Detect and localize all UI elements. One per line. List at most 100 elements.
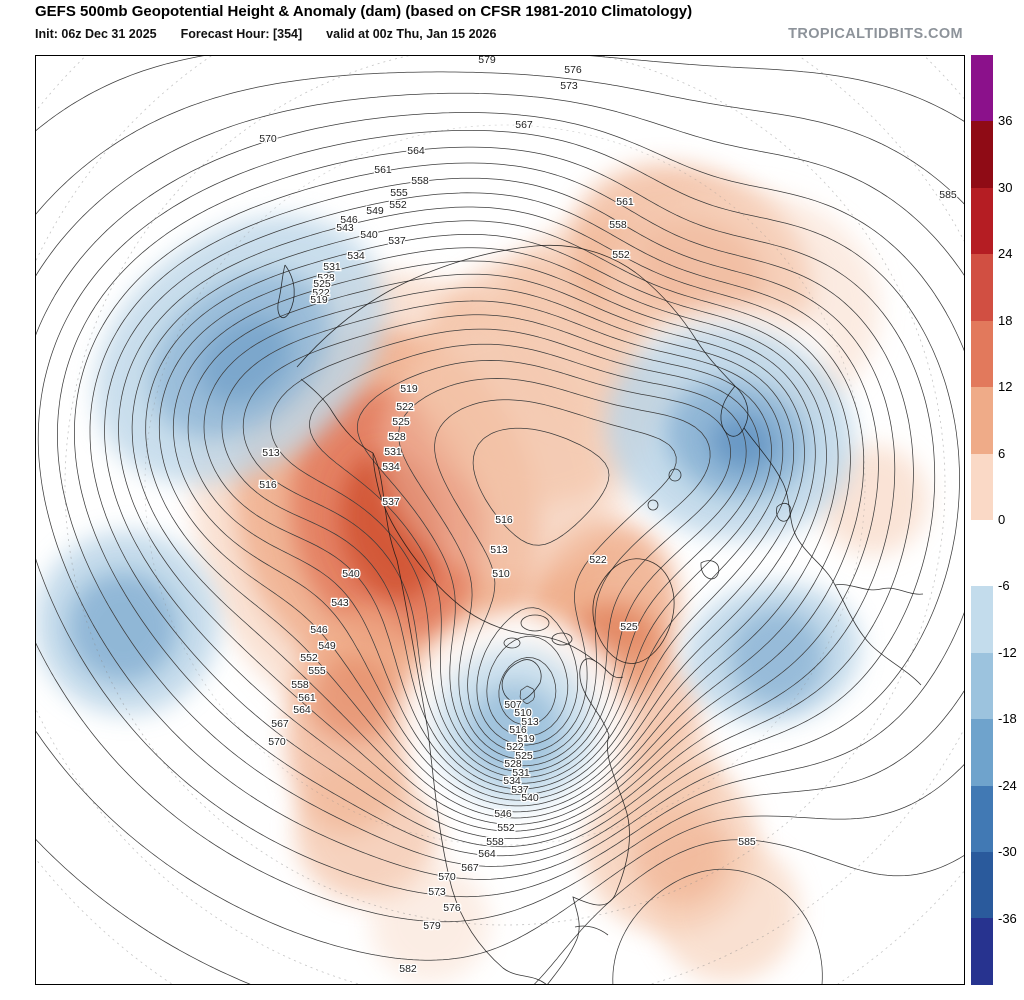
colorbar-tick: -36 [998,910,1017,926]
contour-label: 534 [347,250,365,262]
valid-time-label: valid at 00z Thu, Jan 15 2026 [326,27,497,41]
contour-label: 579 [478,55,496,66]
colorbar-segment [971,586,993,653]
colorbar-tick: 6 [998,445,1006,461]
contour-label: 585 [939,189,957,201]
contour-label: 552 [612,249,630,261]
contour-label: 546 [310,624,328,636]
map-canvas: 5795765735705675645615585555525495465435… [35,55,965,985]
colorbar-tick: 24 [998,246,1013,262]
colorbar-segment [971,918,993,985]
contour-label: 525 [620,621,638,633]
contour-label: 516 [259,479,277,491]
contour-label: 519 [310,294,328,306]
contour-label: 519 [517,733,535,745]
contour-label: 561 [298,692,316,704]
contour-label: 570 [259,133,277,145]
contour-label: 558 [291,679,309,691]
colorbar-tick: -18 [998,711,1017,727]
colorbar-segment [971,785,993,853]
contour-label: 537 [511,784,529,796]
contour-label: 540 [360,229,378,241]
contour-label: 525 [313,278,331,290]
contour-label: 516 [509,724,527,736]
colorbar-segment [971,719,993,786]
contour-lines [36,56,964,984]
contour-label: 522 [396,401,414,413]
contour-label: 573 [428,886,446,898]
chart-title: GEFS 500mb Geopotential Height & Anomaly… [35,3,693,20]
contour-label: 564 [407,145,425,157]
contour-label: 546 [340,214,358,226]
tropicaltidbits-watermark: TROPICALTIDBITS.COM [788,26,963,42]
contour-label: 537 [388,235,406,247]
contour-label: 549 [366,205,384,217]
contour-label: 510 [514,707,532,719]
contour-label: 513 [490,544,508,556]
contour-label: 558 [411,175,429,187]
central-north-america-cold [435,647,595,807]
map-area: 579 576 573 570 567 564 561 558 555 552 549 546 543 5… [35,55,1024,985]
colorbar-segment [971,387,993,454]
contour-labels: 5795765735705675645615585555525495465435… [258,55,958,976]
europe-cold [606,326,854,540]
contour-label: 561 [374,164,392,176]
contour-label: 534 [382,461,400,473]
north-pacific-cold [95,216,385,484]
contour-label: 531 [384,446,402,458]
colorbar-segment [971,852,993,919]
contour-label: 516 [495,514,513,526]
colorbar-segment [971,55,993,122]
colorbar-tick-labels: 36 30 24 18 12 6 0 -6 -12 -18 -24 -30 -36 [998,55,1024,985]
contour-label: 519 [400,383,418,395]
contour-label: 543 [331,597,349,609]
colorbar-segment [971,519,993,587]
colorbar-segment [971,121,993,188]
contour-label: 522 [312,287,330,299]
coastlines [277,244,924,984]
contour-label: 558 [609,219,627,231]
colorbar-tick: -30 [998,844,1017,860]
graticule [36,56,964,984]
contour-label: 513 [262,447,280,459]
colorbar-segment [971,254,993,321]
contour-label: 567 [461,862,479,874]
map-frame [35,55,965,985]
atlantic-cold [685,582,861,724]
polar-warm-wash [380,320,640,580]
colorbar-segment [971,652,993,720]
contour-label: 531 [323,261,341,273]
contour-label: 528 [388,431,406,443]
contour-label: 564 [478,848,496,860]
contour-label: 570 [438,871,456,883]
contour-label: 531 [512,767,530,779]
contour-label: 522 [589,554,607,566]
chart-subtitle-row: Init: 06z Dec 31 2025 Forecast Hour: [35… [35,26,963,42]
colorbar-tick: 0 [998,512,1006,527]
contour-label: 528 [504,758,522,770]
colorbar-tick: -12 [998,644,1017,660]
contour-label: 528 [317,272,335,284]
contour-label: 570 [268,736,286,748]
contour-label: 552 [389,199,407,211]
contour-label: 582 [399,963,417,975]
init-time-label: Init: 06z Dec 31 2025 [35,27,157,41]
contour-label: 576 [564,64,582,76]
contour-label: 525 [392,416,410,428]
contour-label: 558 [486,836,504,848]
forecast-hour-label: Forecast Hour: [354] [180,27,303,41]
map-content: 5795765735705675645615585555525495465435… [36,55,964,984]
contour-label: 564 [293,704,311,716]
rockies-warm-lobe [285,605,439,902]
contour-label: 540 [342,568,360,580]
contour-label: 534 [503,775,521,787]
contour-label: 573 [560,80,578,92]
colorbar-tick: -6 [998,578,1010,594]
contour-label: 567 [515,119,533,131]
contour-label: 546 [494,808,512,820]
contour-label: 585 [738,836,756,848]
contour-label: 555 [308,665,326,677]
contour-label: 561 [616,196,634,208]
contour-label: 552 [300,652,318,664]
